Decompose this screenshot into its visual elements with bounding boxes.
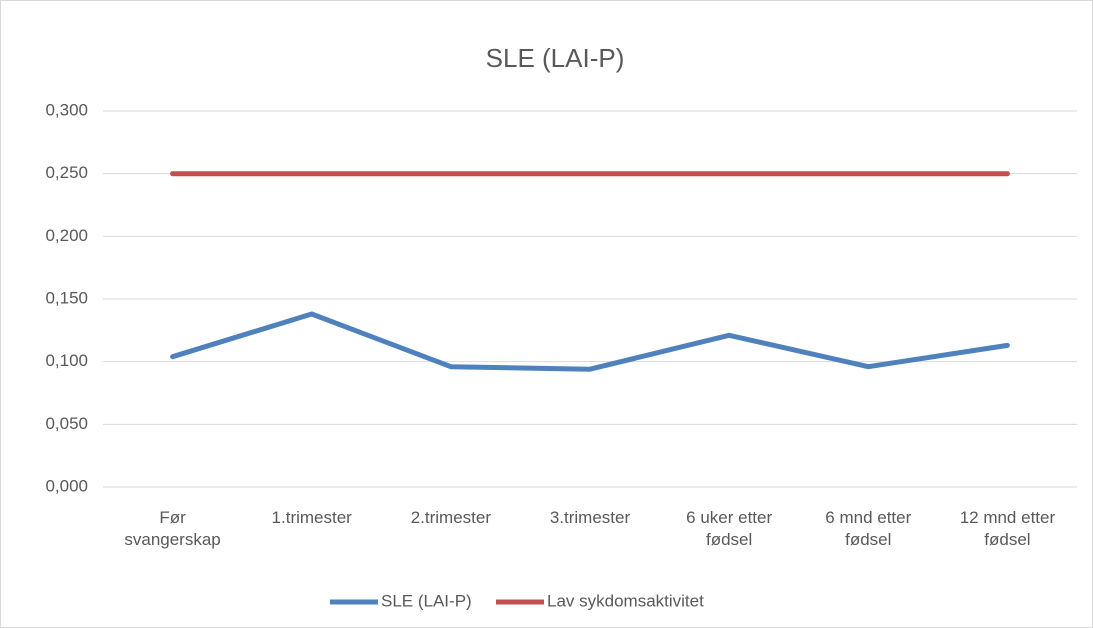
x-tick-label: 6 uker etter fødsel bbox=[686, 508, 773, 549]
y-tick-label: 0,000 bbox=[45, 476, 88, 495]
y-tick-label: 0,250 bbox=[45, 163, 88, 182]
y-tick-label: 0,050 bbox=[45, 414, 88, 433]
x-tick-label: 1.trimester bbox=[271, 508, 352, 527]
y-tick-label: 0,150 bbox=[45, 288, 88, 307]
x-tick-label: 3.trimester bbox=[549, 508, 631, 527]
x-tick-label: Før svangerskap bbox=[124, 508, 221, 549]
y-tick-label: 0,200 bbox=[45, 226, 88, 245]
legend-label: Lav sykdomsaktivitet bbox=[547, 591, 704, 610]
x-tick-label: 2.trimester bbox=[410, 508, 491, 527]
legend-label: SLE (LAI-P) bbox=[381, 591, 472, 610]
x-tick-label: 12 mnd etter fødsel bbox=[959, 508, 1056, 549]
chart-title: SLE (LAI-P) bbox=[486, 43, 625, 73]
y-tick-label: 0,100 bbox=[45, 351, 88, 370]
x-tick-label: 6 mnd etter fødsel bbox=[825, 508, 912, 549]
y-tick-label: 0,300 bbox=[45, 100, 88, 119]
line-series bbox=[170, 311, 1010, 372]
